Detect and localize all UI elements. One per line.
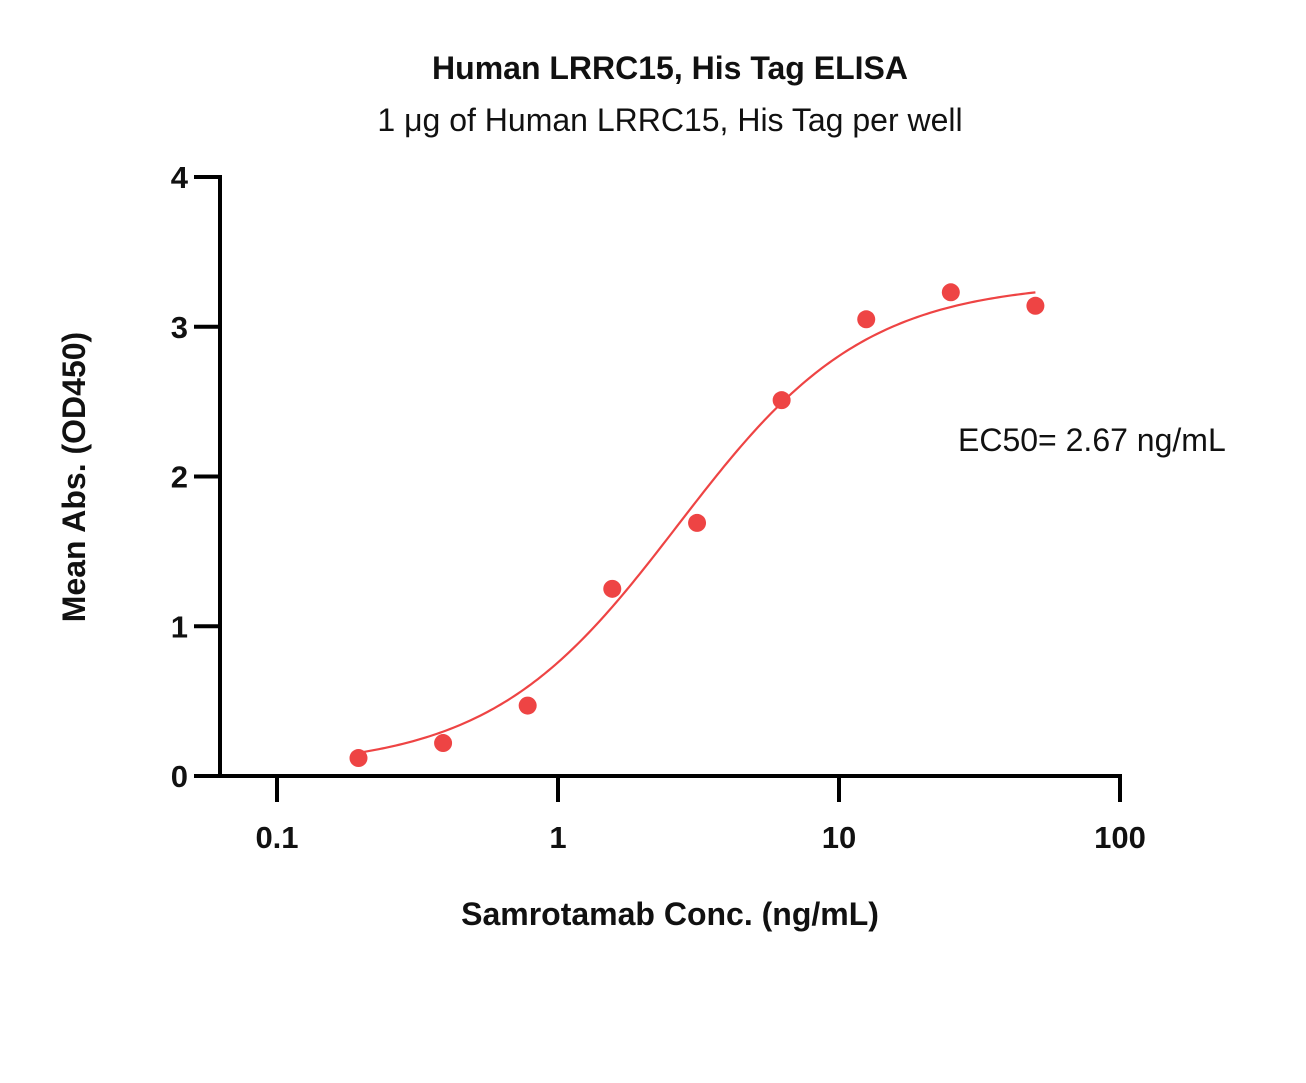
data-points — [349, 283, 1045, 768]
x-axis-label: Samrotamab Conc. (ng/mL) — [461, 896, 879, 932]
data-point — [857, 310, 876, 329]
x-axis: 0.1 1 10 100 — [194, 774, 1146, 855]
chart-title: Human LRRC15, His Tag ELISA — [432, 50, 908, 86]
data-point — [349, 749, 368, 768]
y-tick-label: 4 — [171, 160, 189, 195]
x-tick-label: 0.1 — [255, 820, 298, 855]
y-axis: 0 1 2 3 4 — [171, 160, 222, 794]
x-tick-label: 100 — [1094, 820, 1146, 855]
data-point — [603, 579, 622, 598]
chart-subtitle: 1 μg of Human LRRC15, His Tag per well — [377, 102, 962, 138]
x-tick-label: 10 — [822, 820, 856, 855]
data-point — [772, 391, 791, 410]
y-tick-label: 0 — [171, 759, 188, 794]
y-tick-label: 3 — [171, 310, 188, 345]
data-point — [1026, 296, 1045, 315]
data-point — [434, 734, 453, 753]
y-tick-label: 1 — [171, 609, 188, 644]
ec50-annotation: EC50= 2.67 ng/mL — [958, 422, 1226, 458]
y-tick-label: 2 — [171, 460, 188, 495]
y-axis-label: Mean Abs. (OD450) — [56, 332, 92, 622]
data-point — [941, 283, 960, 302]
data-point — [518, 696, 537, 715]
x-tick-label: 1 — [549, 820, 566, 855]
data-point — [688, 513, 707, 532]
fit-curve — [358, 291, 1036, 754]
